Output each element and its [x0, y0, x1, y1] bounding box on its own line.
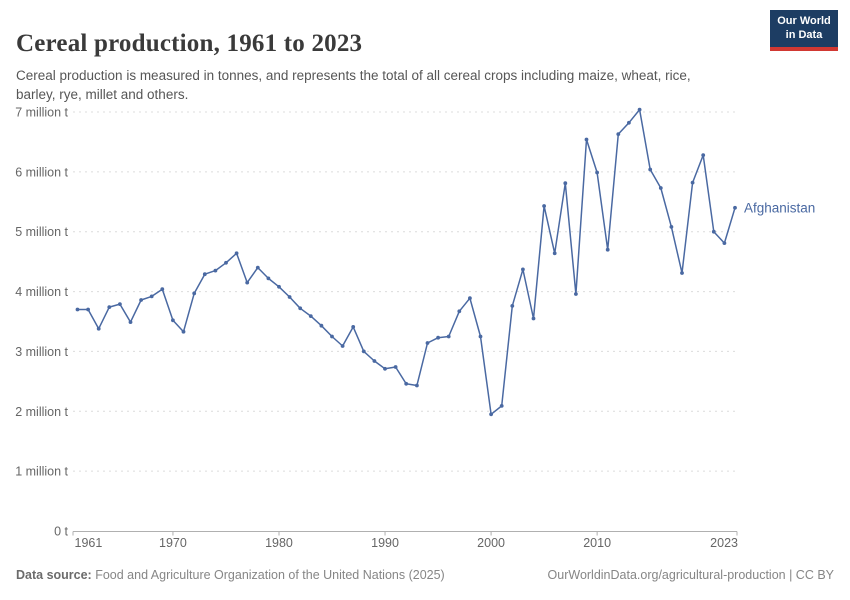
data-point[interactable]	[669, 225, 674, 229]
data-point[interactable]	[224, 260, 228, 265]
data-point[interactable]	[584, 137, 589, 142]
y-axis-tick-label: 7 million t	[15, 106, 68, 120]
x-axis-tick-label: 1961	[75, 536, 103, 550]
data-point[interactable]	[383, 366, 387, 371]
footer-source: Data source: Food and Agriculture Organi…	[16, 568, 445, 582]
data-point[interactable]	[722, 241, 727, 246]
y-axis-tick-label: 5 million t	[15, 225, 68, 239]
data-point[interactable]	[202, 272, 207, 277]
data-point[interactable]	[361, 349, 366, 354]
data-point[interactable]	[75, 307, 80, 312]
data-point[interactable]	[489, 412, 493, 417]
data-point[interactable]	[616, 132, 621, 137]
data-point[interactable]	[404, 381, 409, 386]
chart-footer: Data source: Food and Agriculture Organi…	[16, 568, 834, 582]
data-point[interactable]	[298, 306, 303, 311]
data-point[interactable]	[595, 170, 599, 175]
data-point[interactable]	[245, 280, 250, 285]
data-point[interactable]	[637, 107, 642, 112]
data-point[interactable]	[468, 296, 472, 301]
owid-logo-line2: in Data	[785, 28, 823, 41]
data-point[interactable]	[351, 325, 356, 329]
data-point[interactable]	[711, 229, 716, 234]
data-point[interactable]	[330, 334, 334, 339]
data-point[interactable]	[531, 316, 536, 321]
data-point[interactable]	[457, 309, 462, 314]
data-point[interactable]	[171, 318, 175, 323]
y-axis-tick-label: 0 t	[54, 525, 68, 539]
data-point[interactable]	[701, 153, 706, 158]
data-point[interactable]	[234, 251, 239, 256]
y-axis-tick-label: 6 million t	[15, 165, 68, 179]
data-point[interactable]	[680, 271, 684, 275]
data-point[interactable]	[287, 295, 292, 299]
data-point[interactable]	[118, 302, 122, 306]
data-point[interactable]	[277, 284, 281, 289]
x-axis-tick-label: 2023	[710, 536, 738, 550]
data-point[interactable]	[563, 181, 568, 186]
data-point[interactable]	[128, 320, 133, 324]
x-axis-tick-label: 1990	[371, 536, 399, 550]
data-point[interactable]	[478, 334, 483, 339]
footer-citation: OurWorldinData.org/agricultural-producti…	[547, 568, 834, 582]
data-point[interactable]	[605, 247, 610, 252]
data-point[interactable]	[393, 365, 398, 369]
data-point[interactable]	[436, 335, 440, 340]
data-point[interactable]	[149, 294, 154, 299]
data-point[interactable]	[690, 180, 695, 185]
data-point[interactable]	[733, 205, 737, 210]
owid-logo-line1: Our World	[777, 15, 831, 27]
series-line-afghanistan[interactable]	[76, 108, 736, 416]
data-point[interactable]	[319, 323, 324, 328]
data-point[interactable]	[340, 344, 345, 348]
y-axis-tick-label: 4 million t	[15, 285, 68, 299]
data-point[interactable]	[372, 359, 377, 363]
data-point[interactable]	[160, 287, 165, 292]
data-point[interactable]	[96, 326, 101, 331]
data-point[interactable]	[499, 404, 504, 408]
data-point[interactable]	[510, 304, 515, 308]
data-point[interactable]	[648, 167, 653, 172]
data-point[interactable]	[192, 291, 197, 296]
data-point[interactable]	[658, 186, 663, 190]
x-axis-tick-label: 1980	[265, 536, 293, 550]
footer-source-label: Data source:	[16, 568, 92, 582]
data-point[interactable]	[415, 383, 419, 388]
x-axis-tick-label: 1970	[159, 536, 187, 550]
data-point[interactable]	[446, 334, 451, 339]
data-point[interactable]	[574, 292, 578, 296]
data-point[interactable]	[266, 276, 271, 281]
data-point[interactable]	[542, 204, 546, 208]
data-point[interactable]	[627, 120, 631, 125]
data-point[interactable]	[86, 307, 90, 312]
x-axis-tick-label: 2000	[477, 536, 505, 550]
chart-subtitle: Cereal production is measured in tonnes,…	[16, 67, 691, 102]
data-point[interactable]	[521, 267, 525, 272]
data-point[interactable]	[139, 298, 144, 302]
entity-label-afghanistan[interactable]: Afghanistan	[744, 200, 815, 215]
data-point[interactable]	[425, 341, 430, 345]
owid-logo: Our World in Data	[770, 10, 838, 51]
data-point[interactable]	[181, 329, 186, 334]
y-axis-tick-label: 3 million t	[15, 345, 68, 359]
data-point[interactable]	[107, 305, 112, 309]
data-point[interactable]	[255, 265, 260, 270]
data-point[interactable]	[552, 251, 557, 256]
data-point[interactable]	[213, 268, 218, 273]
footer-source-text: Food and Agriculture Organization of the…	[91, 568, 445, 582]
x-axis-tick-label: 2010	[583, 536, 611, 550]
chart-title: Cereal production, 1961 to 2023	[16, 29, 363, 57]
y-axis-tick-label: 1 million t	[15, 465, 68, 479]
data-point[interactable]	[308, 314, 313, 318]
y-axis-tick-label: 2 million t	[15, 405, 68, 419]
